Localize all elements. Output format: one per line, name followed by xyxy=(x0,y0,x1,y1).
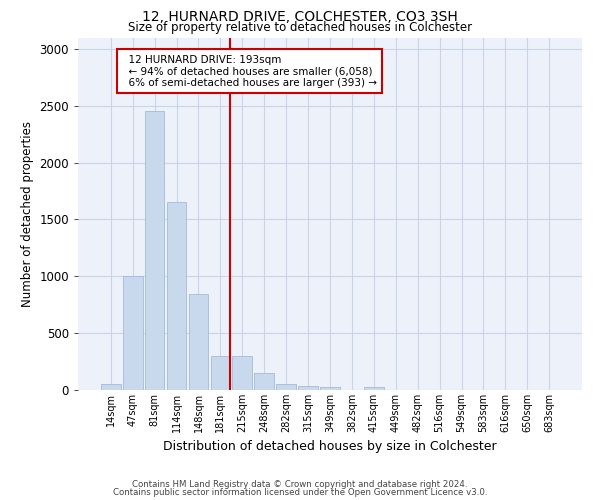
Text: 12 HURNARD DRIVE: 193sqm
  ← 94% of detached houses are smaller (6,058)
  6% of : 12 HURNARD DRIVE: 193sqm ← 94% of detach… xyxy=(122,54,377,88)
Bar xyxy=(254,373,274,390)
Bar xyxy=(298,386,318,390)
Bar xyxy=(364,386,384,390)
Bar xyxy=(101,384,121,390)
Bar xyxy=(145,112,164,390)
X-axis label: Distribution of detached houses by size in Colchester: Distribution of detached houses by size … xyxy=(163,440,497,454)
Bar xyxy=(211,356,230,390)
Bar xyxy=(188,294,208,390)
Bar xyxy=(123,276,143,390)
Text: Size of property relative to detached houses in Colchester: Size of property relative to detached ho… xyxy=(128,21,472,34)
Text: Contains HM Land Registry data © Crown copyright and database right 2024.: Contains HM Land Registry data © Crown c… xyxy=(132,480,468,489)
Bar xyxy=(320,387,340,390)
Bar xyxy=(232,356,252,390)
Bar xyxy=(167,202,187,390)
Text: 12, HURNARD DRIVE, COLCHESTER, CO3 3SH: 12, HURNARD DRIVE, COLCHESTER, CO3 3SH xyxy=(142,10,458,24)
Bar xyxy=(276,384,296,390)
Text: Contains public sector information licensed under the Open Government Licence v3: Contains public sector information licen… xyxy=(113,488,487,497)
Y-axis label: Number of detached properties: Number of detached properties xyxy=(21,120,34,306)
